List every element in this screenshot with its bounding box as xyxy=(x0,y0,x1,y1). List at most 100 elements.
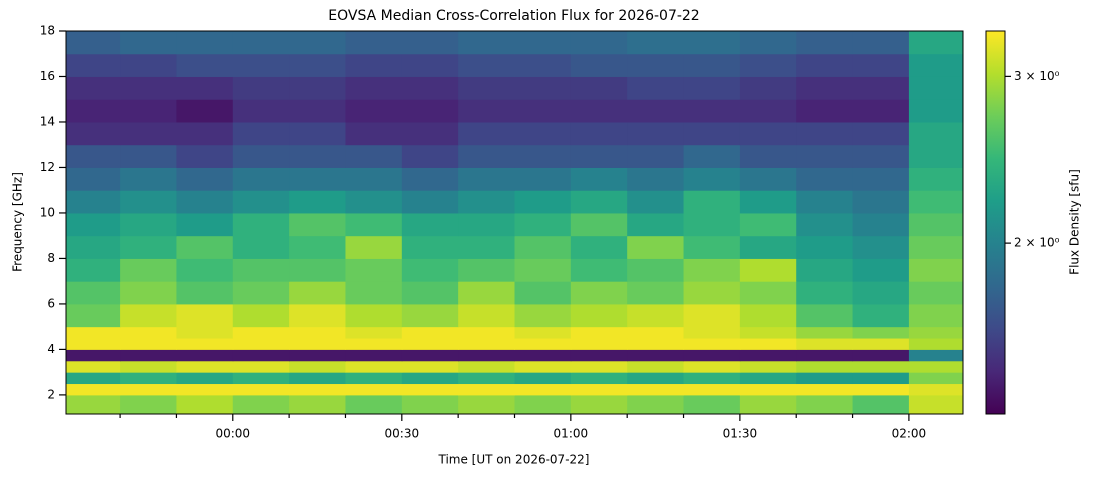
spectrogram-cell xyxy=(627,235,685,259)
spectrogram-cell xyxy=(683,212,741,237)
spectrogram-cell xyxy=(120,394,177,415)
spectrogram-cell xyxy=(852,121,910,146)
spectrogram-cell xyxy=(401,281,459,305)
spectrogram-cell xyxy=(796,394,854,415)
spectrogram-cell xyxy=(852,144,910,168)
colorbar-label: Flux Density [sfu] xyxy=(1068,169,1082,275)
spectrogram-cell xyxy=(232,360,290,373)
spectrogram-cell xyxy=(514,394,572,415)
spectrogram-cell xyxy=(345,383,403,396)
spectrogram-cell xyxy=(739,235,797,259)
x-tick-label: 01:30 xyxy=(723,427,758,441)
spectrogram-cell xyxy=(345,394,403,415)
spectrogram-cell xyxy=(514,31,572,55)
spectrogram-cell xyxy=(232,349,290,362)
spectrogram-cell xyxy=(176,349,234,362)
spectrogram-cell xyxy=(627,53,685,77)
spectrogram-cell xyxy=(66,360,121,373)
spectrogram-cell xyxy=(289,281,346,305)
spectrogram-cell xyxy=(908,53,964,77)
spectrogram-cell xyxy=(570,360,628,373)
spectrogram-cell xyxy=(458,167,515,191)
spectrogram-cell xyxy=(176,394,234,415)
spectrogram-cell xyxy=(120,144,177,168)
spectrogram-cell xyxy=(514,144,572,168)
spectrogram-cell xyxy=(401,167,459,191)
spectrogram-cell xyxy=(289,121,346,146)
spectrogram-cell xyxy=(458,349,515,362)
spectrogram-cell xyxy=(345,281,403,305)
spectrogram-cell xyxy=(458,53,515,77)
spectrogram-cell xyxy=(289,258,346,282)
spectrogram-cell xyxy=(514,235,572,259)
spectrogram-cell xyxy=(683,99,741,123)
spectrogram-cell xyxy=(66,99,121,123)
spectrogram-cell xyxy=(908,360,964,373)
spectrogram-cell xyxy=(401,99,459,123)
spectrogram-cell xyxy=(120,372,177,385)
y-tick-label: 4 xyxy=(47,342,55,356)
spectrogram-cell xyxy=(289,76,346,100)
spectrogram-cell xyxy=(514,190,572,214)
spectrogram-cell xyxy=(66,338,121,350)
spectrogram-cell xyxy=(852,167,910,191)
spectrogram-cell xyxy=(852,190,910,214)
y-tick-label: 16 xyxy=(40,69,55,83)
spectrogram-cell xyxy=(683,360,741,373)
spectrogram-cell xyxy=(683,338,741,350)
spectrogram-cell xyxy=(176,303,234,328)
spectrogram-cell xyxy=(514,167,572,191)
spectrogram-cell xyxy=(120,326,177,339)
spectrogram-cell xyxy=(627,190,685,214)
spectrogram-cell xyxy=(345,360,403,373)
spectrogram-cell xyxy=(739,281,797,305)
spectrogram-cell xyxy=(739,167,797,191)
spectrogram-cell xyxy=(120,235,177,259)
spectrogram-cell xyxy=(796,326,854,339)
y-tick-label: 12 xyxy=(40,160,55,174)
spectrogram-cell xyxy=(796,99,854,123)
spectrogram-cell xyxy=(458,258,515,282)
spectrogram-cell xyxy=(852,360,910,373)
x-tick-label: 00:00 xyxy=(215,427,250,441)
spectrogram-cell xyxy=(739,394,797,415)
spectrogram-cell xyxy=(401,31,459,55)
spectrogram-cell xyxy=(66,303,121,328)
spectrogram-cell xyxy=(739,349,797,362)
y-tick-label: 14 xyxy=(40,114,55,128)
spectrogram-cell xyxy=(852,383,910,396)
spectrogram-cell xyxy=(908,235,964,259)
spectrogram-cell xyxy=(66,258,121,282)
spectrogram-cell xyxy=(627,360,685,373)
spectrogram-cell xyxy=(66,53,121,77)
spectrogram-cell xyxy=(66,167,121,191)
spectrogram-cell xyxy=(176,99,234,123)
spectrogram-cell xyxy=(683,383,741,396)
spectrogram-cell xyxy=(570,190,628,214)
spectrogram-cell xyxy=(289,383,346,396)
x-tick-label: 02:00 xyxy=(892,427,927,441)
spectrogram-cell xyxy=(345,76,403,100)
spectrogram-cell xyxy=(796,258,854,282)
spectrogram-cell xyxy=(683,167,741,191)
spectrogram-cell xyxy=(120,167,177,191)
spectrogram-cell xyxy=(796,372,854,385)
spectrogram-cell xyxy=(683,190,741,214)
spectrogram-cell xyxy=(796,360,854,373)
spectrogram-cell xyxy=(345,372,403,385)
spectrogram-cell xyxy=(458,31,515,55)
spectrogram-cell xyxy=(514,349,572,362)
spectrogram-cell xyxy=(570,338,628,350)
spectrogram-cell xyxy=(627,99,685,123)
spectrogram-cell xyxy=(852,258,910,282)
x-tick-label: 01:00 xyxy=(554,427,589,441)
spectrogram-cell xyxy=(570,383,628,396)
spectrogram-cell xyxy=(401,383,459,396)
spectrogram-cell xyxy=(796,349,854,362)
spectrogram-cell xyxy=(739,258,797,282)
spectrogram-cell xyxy=(570,372,628,385)
spectrogram-cell xyxy=(739,31,797,55)
spectrogram-cell xyxy=(232,212,290,237)
spectrogram-cell xyxy=(683,121,741,146)
